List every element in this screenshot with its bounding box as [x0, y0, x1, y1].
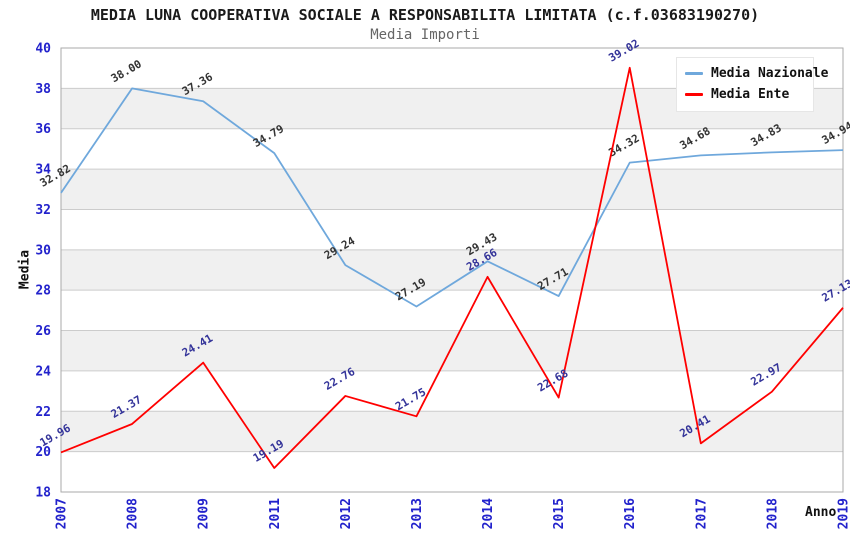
- plot-band: [61, 169, 843, 210]
- y-tick-label: 30: [35, 243, 51, 258]
- x-tick-label: 2013: [410, 498, 425, 529]
- x-tick-label: 2011: [268, 498, 283, 529]
- y-tick-label: 24: [35, 364, 51, 379]
- y-tick-label: 22: [35, 405, 51, 420]
- x-tick-label: 2016: [623, 498, 638, 529]
- y-tick-label: 38: [35, 82, 51, 97]
- plot-band: [61, 128, 843, 170]
- legend-line-swatch: [685, 72, 703, 75]
- legend: Media Nazionale Media Ente: [676, 57, 828, 112]
- y-axis-title: Media: [17, 249, 33, 290]
- series-line-media-nazionale: [60, 87, 844, 308]
- plot-band: [61, 209, 843, 250]
- y-tick-label: 36: [35, 122, 51, 137]
- x-tick-label: 2008: [126, 498, 141, 529]
- x-axis-title: Anno: [805, 505, 837, 520]
- plot-band: [61, 330, 843, 371]
- plot-band: [61, 411, 843, 452]
- y-tick-label: 34: [35, 163, 51, 178]
- x-tick-label: 2018: [765, 498, 780, 529]
- series-line-media-ente: [60, 66, 844, 469]
- x-tick-label: 2014: [481, 498, 496, 529]
- chart-subtitle: Media Importi: [370, 27, 480, 43]
- x-tick-label: 2019: [837, 498, 850, 529]
- x-tick-label: 2012: [339, 498, 354, 529]
- x-tick-label: 2017: [694, 498, 709, 529]
- x-tick-label: 2015: [552, 498, 567, 529]
- y-tick-label: 28: [35, 284, 51, 299]
- legend-item-media-ente: Media Ente: [685, 84, 805, 105]
- legend-label: Media Ente: [711, 87, 790, 102]
- chart-title: MEDIA LUNA COOPERATIVA SOCIALE A RESPONS…: [90, 6, 760, 24]
- legend-label: Media Nazionale: [711, 66, 829, 81]
- plot-band: [61, 370, 843, 412]
- y-tick-label: 20: [35, 445, 51, 460]
- y-tick-label: 40: [35, 42, 51, 57]
- y-tick-label: 26: [35, 324, 51, 339]
- y-tick-label: 18: [35, 486, 51, 501]
- legend-item-media-nazionale: Media Nazionale: [685, 63, 828, 84]
- y-tick-label: 32: [35, 203, 51, 218]
- x-tick-label: 2009: [197, 498, 212, 529]
- plot-band: [61, 290, 843, 331]
- x-tick-label: 2007: [55, 498, 70, 529]
- plot-border: [60, 47, 844, 493]
- plot-band: [61, 451, 843, 492]
- legend-line-swatch: [685, 93, 703, 96]
